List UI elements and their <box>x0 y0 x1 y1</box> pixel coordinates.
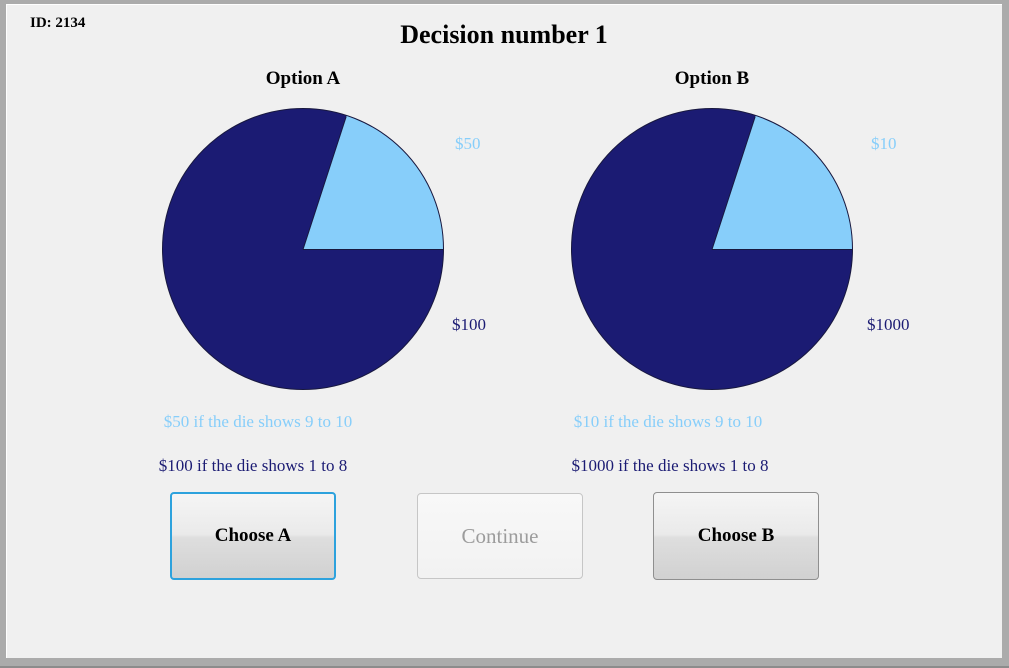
continue-button[interactable]: Continue <box>417 493 583 579</box>
caption-a-large: $100 if the die shows 1 to 8 <box>158 456 348 475</box>
caption-b-large: $1000 if the die shows 1 to 8 <box>571 456 769 475</box>
caption-b-small: $10 if the die shows 9 to 10 <box>573 412 763 431</box>
slice-label-b-large: $1000 <box>867 315 910 334</box>
choose-b-button[interactable]: Choose B <box>653 492 819 580</box>
slice-divider-lower <box>712 249 852 250</box>
page-title: Decision number 1 <box>400 20 608 49</box>
slice-divider-upper <box>302 116 347 250</box>
slice-label-b-small: $10 <box>871 134 897 153</box>
slice-label-a-small: $50 <box>455 134 481 153</box>
option-a-title: Option A <box>265 68 341 89</box>
pie-chart-option-b <box>571 108 853 390</box>
slice-label-a-large: $100 <box>452 315 486 334</box>
slice-divider-upper <box>711 116 756 250</box>
caption-a-small: $50 if the die shows 9 to 10 <box>163 412 353 431</box>
participant-id: ID: 2134 <box>30 15 86 31</box>
pie-chart-option-a <box>162 108 444 390</box>
option-b-title: Option B <box>674 68 750 89</box>
choose-a-button[interactable]: Choose A <box>170 492 336 580</box>
slice-divider-lower <box>303 249 443 250</box>
